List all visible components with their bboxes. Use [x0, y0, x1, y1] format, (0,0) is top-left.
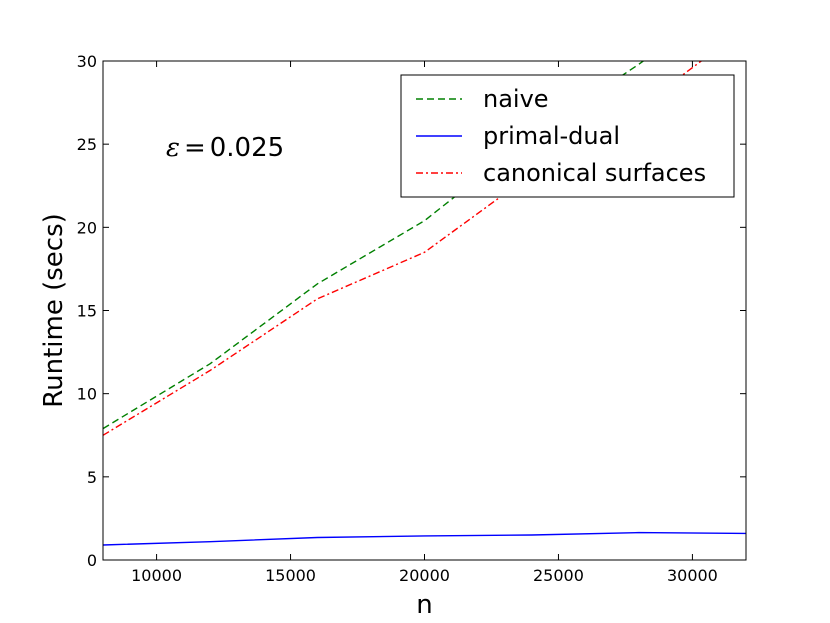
x-tick-label: 15000	[265, 566, 316, 585]
legend: naive primal-dual canonical surfaces	[400, 74, 735, 198]
y-tick-label: 15	[77, 302, 97, 321]
series-line-naive	[103, 61, 645, 430]
epsilon-equals: =	[184, 133, 206, 163]
epsilon-value: 0.025	[210, 133, 284, 163]
legend-label-canonical-surfaces: canonical surfaces	[483, 159, 706, 187]
y-axis-title: Runtime (secs)	[39, 213, 69, 408]
x-tick-label: 25000	[533, 566, 584, 585]
series-line-primal-dual	[103, 531, 746, 546]
y-tick-label: 10	[77, 385, 97, 404]
x-tick-label: 10000	[131, 566, 182, 585]
y-tick-label: 30	[77, 52, 97, 71]
epsilon-annotation: ε = 0.025	[166, 133, 284, 163]
y-tick-label: 5	[87, 468, 97, 487]
x-axis-title: n	[416, 590, 432, 620]
legend-label-naive: naive	[483, 85, 549, 113]
x-tick-label: 20000	[399, 566, 450, 585]
epsilon-symbol: ε	[166, 133, 180, 163]
series-layer	[103, 61, 746, 546]
y-tick-label: 0	[87, 551, 97, 570]
x-tick-label: 30000	[667, 566, 718, 585]
y-tick-label: 20	[77, 218, 97, 237]
ticks-layer: 10000 15000 20000 25000 30000 0 5 10 15 20 25 30	[77, 52, 746, 585]
y-tick-label: 25	[77, 135, 97, 154]
series-line-canonical-surfaces	[103, 61, 703, 436]
legend-label-primal-dual: primal-dual	[483, 122, 620, 150]
